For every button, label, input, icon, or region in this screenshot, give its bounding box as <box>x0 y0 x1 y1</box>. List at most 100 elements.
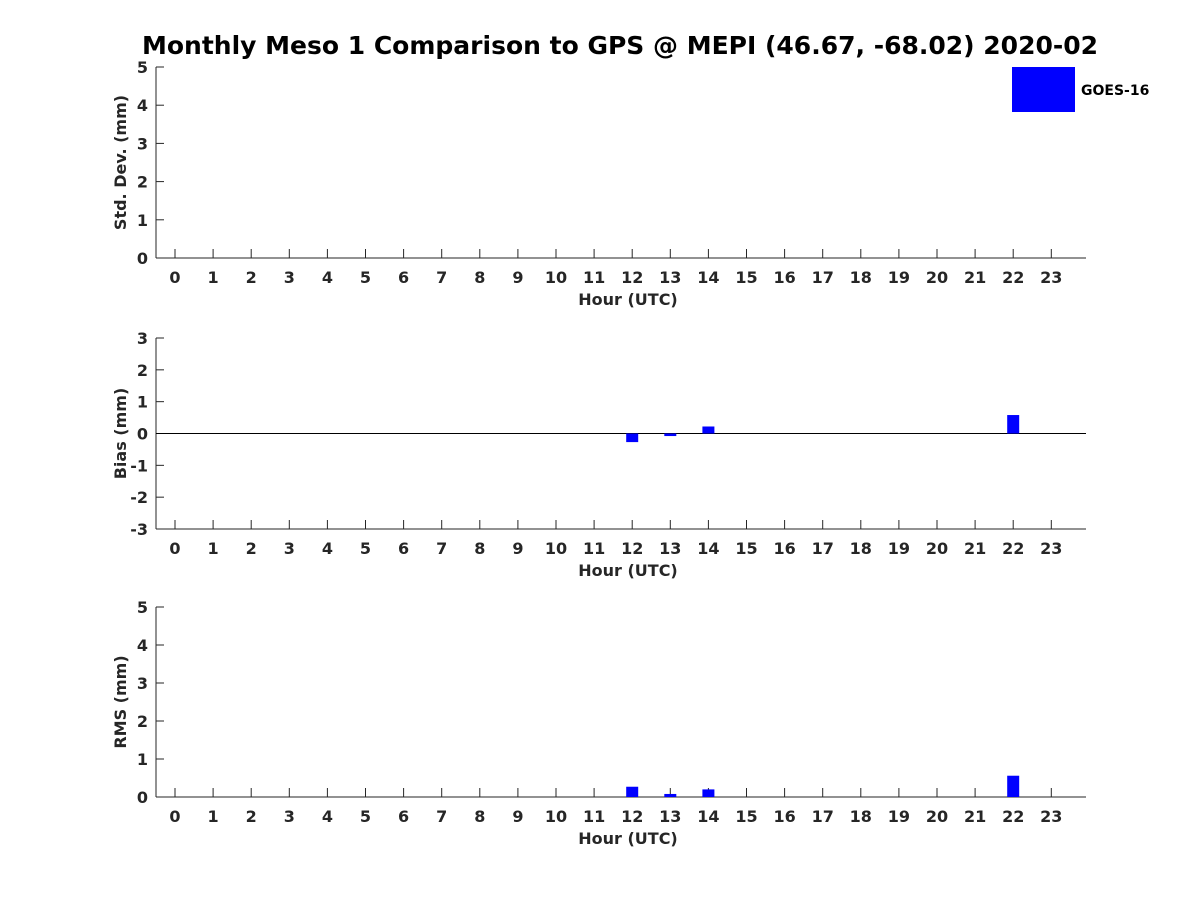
rms-x-tick-label: 7 <box>436 807 447 826</box>
std-dev-x-tick-label: 21 <box>964 268 986 287</box>
std-dev-x-tick-label: 8 <box>474 268 485 287</box>
std-dev-y-axis-label: Std. Dev. (mm) <box>111 95 130 230</box>
rms-bar <box>702 789 715 797</box>
bias-x-tick-label: 15 <box>735 539 757 558</box>
rms-x-tick-label: 22 <box>1002 807 1024 826</box>
std-dev-y-tick-label: 4 <box>137 96 148 115</box>
std-dev-x-tick-label: 17 <box>812 268 834 287</box>
rms-x-tick-label: 10 <box>545 807 567 826</box>
bias-y-axis-label: Bias (mm) <box>111 388 130 480</box>
std-dev-x-tick-label: 11 <box>583 268 605 287</box>
rms-x-tick-label: 12 <box>621 807 643 826</box>
std-dev-x-tick-label: 23 <box>1040 268 1062 287</box>
rms-y-tick-label: 1 <box>137 750 148 769</box>
std-dev-x-tick-label: 14 <box>697 268 719 287</box>
std-dev-x-tick-label: 20 <box>926 268 948 287</box>
rms-y-tick-label: 2 <box>137 712 148 731</box>
bias-x-tick-label: 8 <box>474 539 485 558</box>
bias-x-tick-label: 22 <box>1002 539 1024 558</box>
rms-x-tick-label: 14 <box>697 807 719 826</box>
rms-x-tick-label: 4 <box>322 807 333 826</box>
bias-x-tick-label: 13 <box>659 539 681 558</box>
std-dev-x-tick-label: 15 <box>735 268 757 287</box>
rms-x-tick-label: 19 <box>888 807 910 826</box>
bias-x-tick-label: 3 <box>284 539 295 558</box>
bias-x-tick-label: 2 <box>246 539 257 558</box>
bias-x-tick-label: 19 <box>888 539 910 558</box>
rms-x-tick-label: 1 <box>208 807 219 826</box>
std-dev-x-tick-label: 19 <box>888 268 910 287</box>
bias-bar <box>626 433 639 443</box>
std-dev-x-tick-label: 6 <box>398 268 409 287</box>
bias-y-tick-label: 3 <box>137 329 148 348</box>
std-dev-y-tick-label: 0 <box>137 249 148 268</box>
bias-bar <box>1007 415 1020 434</box>
rms-x-tick-label: 8 <box>474 807 485 826</box>
bias-x-tick-label: 23 <box>1040 539 1062 558</box>
rms-y-tick-label: 4 <box>137 636 148 655</box>
rms-x-tick-label: 21 <box>964 807 986 826</box>
bias-bar <box>664 433 677 437</box>
bias-x-axis-label: Hour (UTC) <box>578 561 678 580</box>
rms-x-tick-label: 11 <box>583 807 605 826</box>
rms-x-tick-label: 18 <box>850 807 872 826</box>
bias-x-tick-label: 21 <box>964 539 986 558</box>
rms-y-tick-label: 3 <box>137 674 148 693</box>
rms-x-tick-label: 6 <box>398 807 409 826</box>
bias-x-tick-label: 5 <box>360 539 371 558</box>
legend: GOES-16 <box>1012 67 1149 112</box>
rms-bar <box>1007 775 1020 797</box>
legend-swatch-goes-16 <box>1012 67 1075 112</box>
rms-x-tick-label: 2 <box>246 807 257 826</box>
rms-x-tick-label: 23 <box>1040 807 1062 826</box>
rms-bar <box>626 786 639 797</box>
rms-bar <box>664 793 677 797</box>
bias-y-tick-label: 1 <box>137 393 148 412</box>
rms-x-tick-label: 15 <box>735 807 757 826</box>
rms-y-axis-label: RMS (mm) <box>111 655 130 748</box>
std-dev-x-tick-label: 18 <box>850 268 872 287</box>
bias-x-tick-label: 7 <box>436 539 447 558</box>
rms-x-tick-label: 16 <box>773 807 795 826</box>
bias-x-tick-label: 1 <box>208 539 219 558</box>
bias-x-tick-label: 12 <box>621 539 643 558</box>
bias-y-tick-label: -2 <box>130 488 148 507</box>
std-dev-y-tick-label: 3 <box>137 134 148 153</box>
rms-x-axis-label: Hour (UTC) <box>578 829 678 848</box>
rms-x-tick-label: 9 <box>512 807 523 826</box>
std-dev-x-tick-label: 4 <box>322 268 333 287</box>
bias-x-tick-label: 17 <box>812 539 834 558</box>
bias-y-tick-label: -1 <box>130 456 148 475</box>
figure-title: Monthly Meso 1 Comparison to GPS @ MEPI … <box>142 31 1098 60</box>
std-dev-y-tick-label: 2 <box>137 173 148 192</box>
std-dev-x-tick-label: 1 <box>208 268 219 287</box>
std-dev-x-axis-label: Hour (UTC) <box>578 290 678 309</box>
rms-x-tick-label: 3 <box>284 807 295 826</box>
bias-x-tick-label: 4 <box>322 539 333 558</box>
bias-bar <box>702 426 715 434</box>
rms-y-tick-label: 5 <box>137 598 148 617</box>
bias-x-tick-label: 6 <box>398 539 409 558</box>
std-dev-x-tick-label: 2 <box>246 268 257 287</box>
std-dev-y-tick-label: 1 <box>137 211 148 230</box>
bias-x-tick-label: 0 <box>169 539 180 558</box>
std-dev-x-tick-label: 12 <box>621 268 643 287</box>
rms-x-tick-label: 0 <box>169 807 180 826</box>
std-dev-x-tick-label: 3 <box>284 268 295 287</box>
std-dev-x-tick-label: 10 <box>545 268 567 287</box>
std-dev-x-tick-label: 7 <box>436 268 447 287</box>
std-dev-x-tick-label: 5 <box>360 268 371 287</box>
std-dev-x-tick-label: 16 <box>773 268 795 287</box>
bias-x-tick-label: 20 <box>926 539 948 558</box>
bias-x-tick-label: 10 <box>545 539 567 558</box>
std-dev-x-tick-label: 9 <box>512 268 523 287</box>
rms-x-tick-label: 13 <box>659 807 681 826</box>
bias-y-tick-label: 0 <box>137 425 148 444</box>
bias-x-tick-label: 9 <box>512 539 523 558</box>
bias-y-tick-label: 2 <box>137 361 148 380</box>
